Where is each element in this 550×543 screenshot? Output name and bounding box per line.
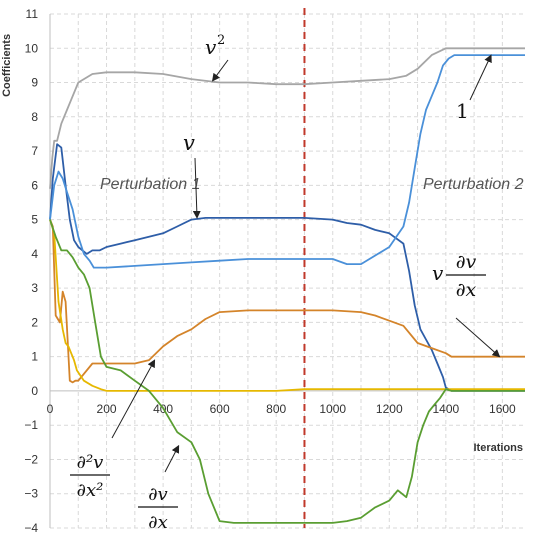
- y-tick-label: 10: [25, 41, 39, 55]
- y-tick-label: 7: [31, 144, 38, 158]
- annotation-v-dvdx-v: v: [432, 261, 444, 285]
- y-tick-label: 4: [31, 247, 38, 261]
- y-tick-label: 9: [31, 76, 38, 90]
- series-line-4: [49, 219, 525, 384]
- region-label-2: Perturbation 2: [423, 176, 524, 193]
- annotation-one: 1: [456, 99, 469, 123]
- annotation-d2v-dx2-numerator: ∂²v: [77, 452, 104, 473]
- annotation-v-squared: v: [205, 35, 217, 59]
- y-tick-label: 11: [26, 7, 39, 21]
- series-line-3: [49, 54, 525, 269]
- arrow-dv-dx: [164, 444, 180, 473]
- y-tick-label: 6: [31, 178, 38, 192]
- x-axis-title: Iterations: [473, 442, 523, 454]
- x-tick-label: 1600: [489, 402, 516, 416]
- y-tick-label: 8: [31, 110, 38, 124]
- x-tick-label: 1400: [432, 402, 459, 416]
- arrow-d2v-dx2: [111, 359, 156, 439]
- x-tick-label: 200: [97, 402, 117, 416]
- arrow-one: [469, 54, 492, 101]
- series-line-2: [49, 143, 525, 392]
- y-axis-title: Coefficients: [1, 34, 13, 97]
- y-tick-label: 3: [31, 281, 38, 295]
- arrow-v-squared: [211, 59, 229, 82]
- grid-layer: [50, 13, 525, 529]
- y-tick-label: −4: [24, 521, 38, 535]
- y-tick-label: −3: [24, 487, 38, 501]
- arrow-v: [192, 157, 201, 219]
- series-line-1: [49, 47, 525, 189]
- y-tick-label: −2: [24, 452, 38, 466]
- annotation-v: v: [183, 131, 195, 155]
- region-label-1: Perturbation 1: [100, 176, 201, 193]
- annotation-v-dvdx-numerator: ∂v: [456, 251, 477, 273]
- arrow-v-dvdx: [455, 317, 501, 358]
- series-line-5: [49, 219, 525, 392]
- annotation-dv-dx-numerator: ∂v: [148, 484, 167, 505]
- x-tick-label: 1200: [376, 402, 403, 416]
- annotation-v-dvdx-denominator: ∂x: [456, 279, 477, 301]
- y-tick-label: 2: [31, 315, 38, 329]
- series-layer: [49, 47, 525, 524]
- annotation-d2v-dx2-denominator: ∂x²: [77, 480, 104, 501]
- y-tick-label: 1: [31, 350, 38, 364]
- x-tick-label: 0: [47, 402, 54, 416]
- y-tick-label: 5: [31, 213, 38, 227]
- annotation-v-squared-exponent: 2: [217, 33, 225, 48]
- y-tick-label: −1: [24, 418, 38, 432]
- annotation-dv-dx-denominator: ∂x: [148, 512, 167, 533]
- x-tick-label: 800: [266, 402, 286, 416]
- series-line-6: [49, 219, 525, 524]
- x-tick-label: 600: [210, 402, 230, 416]
- x-tick-label: 1000: [319, 402, 346, 416]
- y-tick-label: 0: [31, 384, 38, 398]
